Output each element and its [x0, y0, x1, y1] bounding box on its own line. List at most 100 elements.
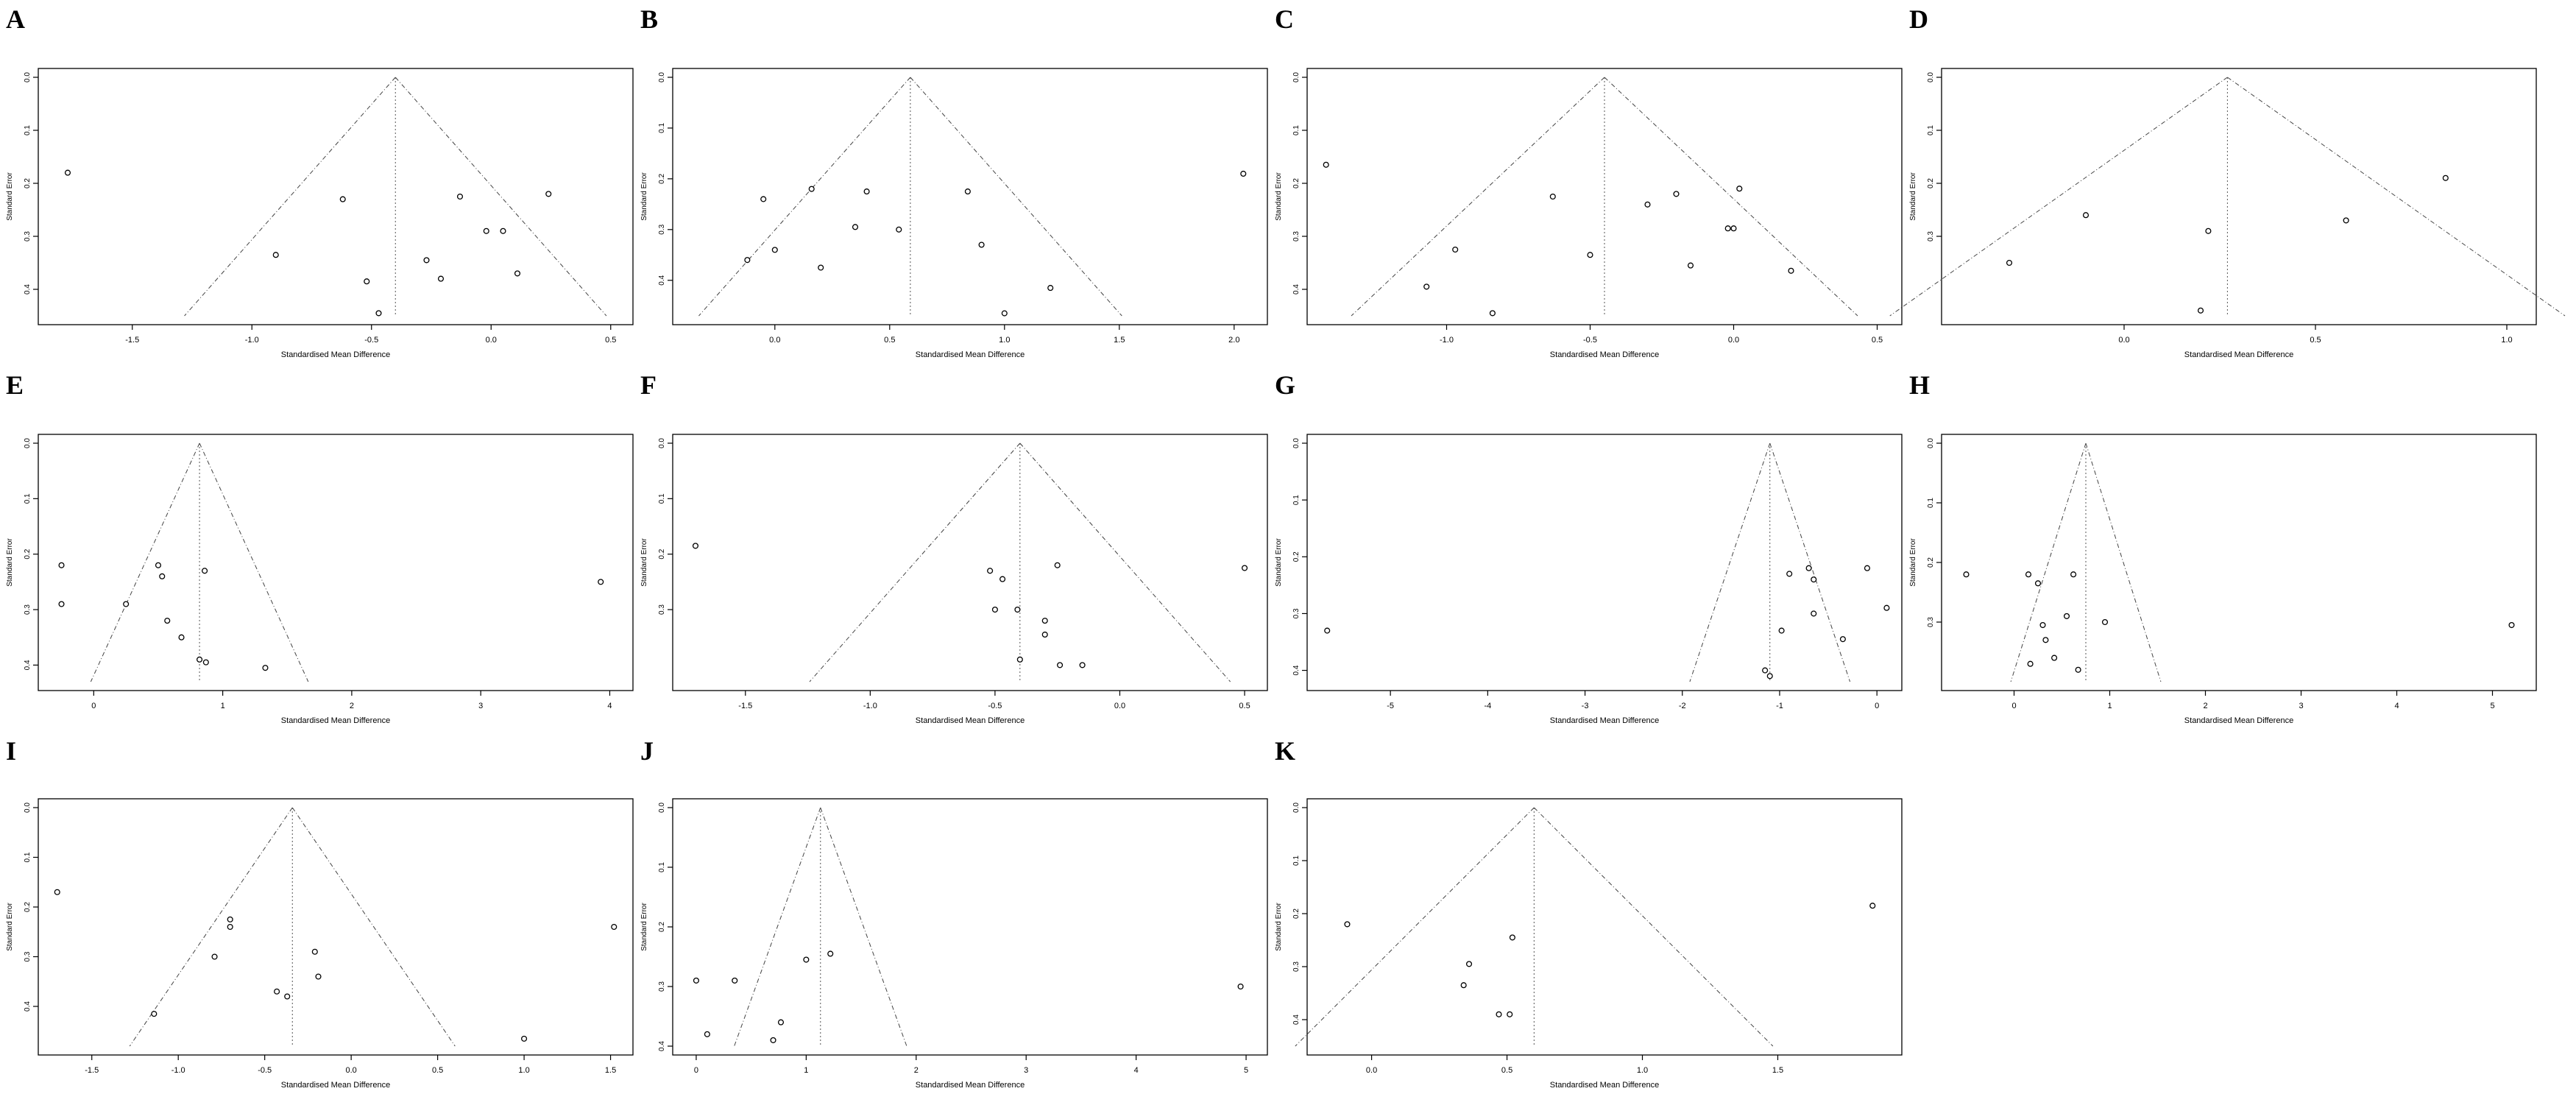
x-tick-label: 3: [478, 702, 483, 710]
study-point: [1489, 310, 1496, 317]
study-point: [744, 257, 751, 264]
x-tick-label: 1.5: [605, 1066, 616, 1075]
y-tick-label: 0.3: [1927, 231, 1935, 241]
funnel-right-limit: [910, 77, 1122, 317]
study-point: [514, 270, 521, 277]
y-tick-label: 0.0: [1927, 438, 1935, 448]
panel-letter: G: [1275, 370, 1295, 400]
study-point: [1323, 161, 1329, 168]
study-point: [197, 656, 203, 663]
funnel-right-limit: [1019, 442, 1231, 682]
study-point: [808, 186, 815, 192]
study-point: [1766, 673, 1773, 680]
x-tick-label: 1: [2107, 702, 2112, 710]
y-tick-label: 0.2: [658, 173, 666, 183]
funnel-panel-a: A -1.5 -1.0 -0.5 0.0 0.5 0.0 0.1 0.2 0.3 0.4 Standa…: [6, 4, 634, 359]
study-point: [423, 257, 430, 264]
study-point: [2070, 571, 2077, 578]
panel-letter: A: [6, 4, 25, 34]
x-tick-label: 0.5: [884, 336, 895, 345]
y-axis-label: Standard Error: [6, 903, 14, 951]
panel-letter: E: [6, 370, 24, 400]
study-point: [227, 916, 233, 922]
study-point: [1057, 662, 1064, 668]
x-axis-label: Standardised Mean Difference: [2184, 350, 2293, 359]
x-tick-label: 1.5: [1114, 336, 1125, 345]
study-point: [803, 956, 810, 963]
study-point: [1687, 262, 1694, 269]
study-point: [1240, 170, 1247, 177]
y-tick-label: 0.2: [1927, 557, 1935, 568]
funnel-panel-g: G -5 -4 -3 -2 -1 0 0.0 0.1 0.2 0.3 0.4 Standardised …: [1275, 370, 1903, 725]
study-point: [896, 226, 902, 233]
x-tick-label: 5: [2490, 702, 2494, 710]
study-point: [2063, 613, 2070, 619]
y-axis-label: Standard Error: [6, 172, 14, 221]
study-point: [1673, 191, 1680, 197]
y-tick-label: 0.0: [1292, 438, 1301, 448]
x-tick-label: 0.0: [486, 336, 497, 345]
x-tick-label: -2: [1679, 702, 1686, 710]
plot-frame: [1306, 68, 1903, 325]
study-point: [1883, 604, 1890, 611]
y-tick-label: 0.3: [1292, 608, 1301, 618]
x-tick-label: -1: [1776, 702, 1783, 710]
study-point: [202, 568, 208, 574]
y-axis-label: Standard Error: [1275, 903, 1283, 951]
plot-frame: [38, 798, 634, 1056]
x-tick-label: 0: [694, 1066, 698, 1075]
plot-frame: [672, 68, 1268, 325]
y-tick-label: 0.1: [658, 123, 666, 133]
y-axis-label: Standard Error: [1275, 172, 1283, 221]
study-point: [999, 576, 1006, 582]
study-point: [483, 227, 489, 234]
y-tick-label: 0.4: [24, 660, 32, 670]
y-tick-label: 0.2: [1292, 178, 1301, 188]
study-point: [818, 264, 824, 271]
y-tick-label: 0.4: [1292, 665, 1301, 675]
study-point: [1788, 267, 1794, 274]
study-point: [693, 977, 699, 984]
study-point: [1805, 565, 1812, 571]
x-tick-label: 0.0: [1114, 702, 1125, 710]
y-axis-label: Standard Error: [1909, 172, 1917, 221]
study-point: [852, 224, 859, 230]
y-tick-label: 0.1: [1927, 125, 1935, 135]
study-point: [2006, 259, 2013, 267]
study-point: [1465, 961, 1473, 967]
y-tick-label: 0.1: [24, 493, 32, 504]
study-point: [1811, 576, 1817, 583]
x-tick-label: -1.5: [85, 1066, 99, 1075]
study-point: [2442, 174, 2449, 181]
funnel-panel-d: D 0.0 0.5 1.0 0.0 0.1 0.2 0.3 Standardised Mean …: [1889, 4, 2566, 359]
x-tick-label: 0.5: [1872, 336, 1883, 345]
study-point: [1811, 610, 1817, 617]
study-point: [2508, 621, 2515, 629]
study-point: [1644, 201, 1651, 208]
study-point: [545, 191, 552, 197]
study-point: [777, 1019, 785, 1026]
x-tick-label: -0.5: [258, 1066, 272, 1075]
study-point: [2042, 637, 2049, 643]
study-point: [1237, 983, 1244, 990]
plot-frame: [672, 434, 1268, 691]
study-point: [611, 923, 618, 931]
y-tick-label: 0.1: [658, 493, 666, 504]
x-axis-label: Standardised Mean Difference: [1550, 1081, 1659, 1090]
funnel-right-limit: [2085, 442, 2162, 682]
funnel-right-limit: [2227, 77, 2566, 317]
study-point: [1001, 310, 1008, 317]
x-tick-label: 1.0: [1637, 1066, 1648, 1075]
study-point: [1864, 565, 1870, 571]
x-tick-label: 0: [1875, 702, 1879, 710]
plot-frame: [1306, 798, 1903, 1056]
x-axis-label: Standardised Mean Difference: [281, 716, 390, 725]
y-tick-label: 0.2: [24, 178, 32, 188]
x-tick-label: 4: [1134, 1066, 1139, 1075]
funnel-right-limit: [1604, 77, 1858, 317]
funnel-left-limit: [2010, 442, 2087, 682]
funnel-left-limit: [734, 807, 821, 1047]
y-tick-label: 0.0: [24, 438, 32, 448]
y-tick-label: 0.2: [24, 548, 32, 559]
funnel-left-limit: [1295, 807, 1535, 1047]
